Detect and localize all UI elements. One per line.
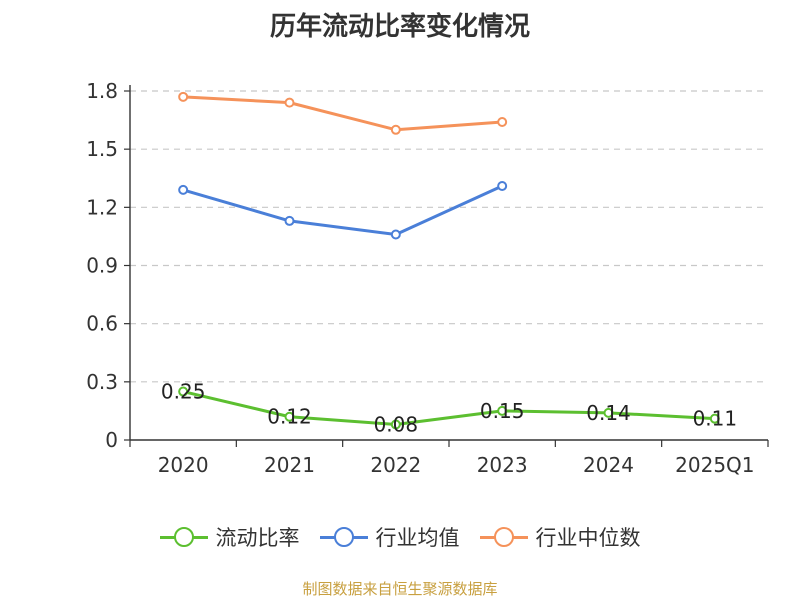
data-point [390,124,401,135]
data-point [284,215,295,226]
y-tick-label: 1.2 [86,195,118,219]
data-point [497,181,508,192]
legend-label-current-ratio: 流动比率 [215,526,300,550]
x-tick-label: 2020 [158,453,209,477]
legend: 流动比率 行业均值 行业中位数 [0,520,800,554]
data-point [497,405,508,416]
y-tick-label: 1.5 [86,137,118,161]
legend-swatch-current-ratio [159,527,208,547]
legend-item-industry-average[interactable]: 行业均值 [319,522,460,552]
y-tick-label: 0.3 [86,370,118,394]
data-point [497,117,508,128]
data-point [178,386,189,397]
chart-title: 历年流动比率变化情况 [269,12,530,42]
series-line [183,95,503,132]
y-tick-label: 0.9 [86,254,118,278]
series-line [182,184,503,236]
x-tick-label: 2022 [370,453,421,477]
legend-item-current-ratio[interactable]: 流动比率 [159,522,300,552]
y-tick-label: 0 [105,428,118,452]
x-tick-label: 2023 [477,453,528,477]
x-tick-label: 2025Q1 [675,453,754,477]
data-label: 0.11 [693,407,738,431]
data-label: 0.12 [267,405,312,429]
data-label: 0.25 [161,380,206,404]
data-point [178,184,189,195]
legend-label-industry-average: 行业均值 [375,526,460,550]
legend-swatch-industry-average [319,527,368,547]
data-point [390,419,401,430]
legend-label-industry-median: 行业中位数 [535,526,641,550]
x-tick-label: 2021 [264,453,315,477]
data-point [178,91,189,102]
legend-item-industry-median[interactable]: 行业中位数 [479,522,641,552]
x-tick-label: 2024 [583,453,634,477]
data-label: 0.08 [374,412,419,436]
data-point [284,411,295,422]
data-point [284,97,295,108]
data-source-note: 制图数据来自恒生聚源数据库 [302,580,498,598]
data-point [390,229,401,240]
data-label: 0.15 [480,399,525,423]
data-point [603,407,614,418]
data-point [709,413,720,424]
y-tick-label: 1.8 [86,79,118,103]
y-tick-label: 0.6 [86,312,118,336]
series-line [182,390,715,426]
data-label: 0.14 [586,401,631,425]
legend-swatch-industry-median [479,527,528,547]
